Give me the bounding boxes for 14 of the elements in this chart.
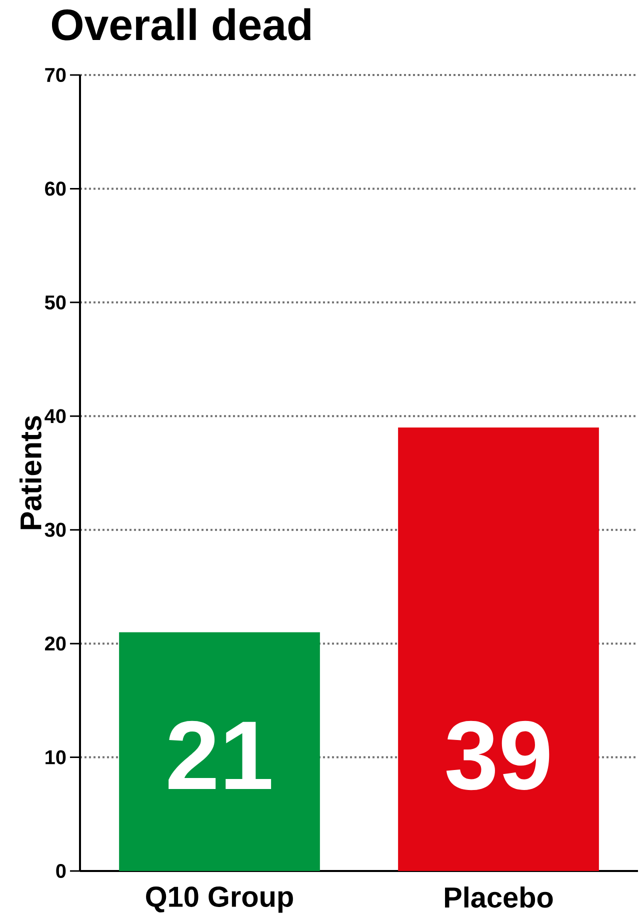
chart-title: Overall dead: [52, 8, 310, 40]
data-label: 39: [446, 720, 549, 790]
y-tick-label: 50: [44, 295, 66, 310]
y-tick-label: 40: [44, 409, 66, 424]
y-tick-label: 30: [44, 522, 66, 537]
y-tick-label: 60: [44, 182, 66, 196]
y-tick-label: 0: [56, 864, 66, 878]
y-tick-label: 20: [44, 636, 66, 651]
y-tick-label: 70: [45, 68, 66, 82]
y-tick-label: 10: [45, 750, 66, 764]
data-label: 21: [168, 720, 271, 789]
y-axis-title: Patients: [19, 416, 42, 530]
x-tick-label: Placebo: [444, 886, 553, 908]
x-tick-label: Q10 Group: [146, 886, 293, 913]
